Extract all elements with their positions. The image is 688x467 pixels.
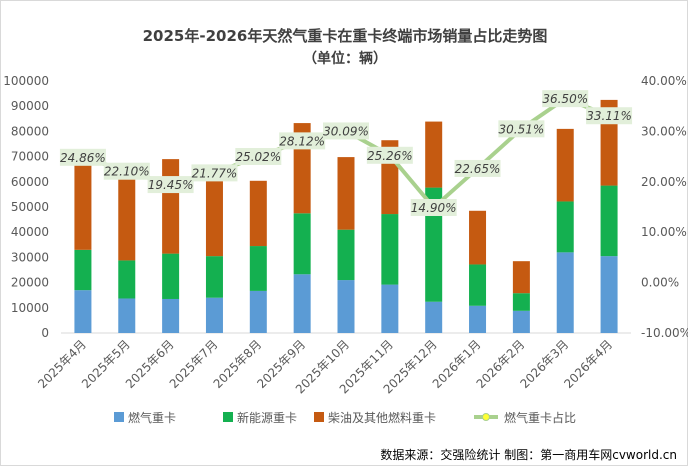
left-axis-tick-label: 70000 <box>11 150 49 164</box>
bar-segment-gas <box>556 252 574 333</box>
bar-segment-diesel <box>512 261 530 294</box>
left-axis-tick-label: 20000 <box>11 276 49 290</box>
left-axis-tick-label: 30000 <box>11 250 49 264</box>
legend: 燃气重卡 新能源重卡 柴油及其他燃料重卡 燃气重卡占比 <box>114 410 576 425</box>
share-data-label: 30.09% <box>323 124 369 138</box>
share-data-label: 24.86% <box>60 151 106 165</box>
bar-segment-new-energy <box>381 214 399 285</box>
share-data-label: 36.50% <box>542 92 588 106</box>
left-axis-tick-label: 90000 <box>11 99 49 113</box>
share-data-label-bg <box>586 107 633 125</box>
bar-segment-gas <box>249 290 267 333</box>
right-axis-tick-label: -10.00% <box>641 326 688 340</box>
stacked-bars <box>61 99 631 334</box>
bar-segment-diesel <box>469 210 487 265</box>
share-data-label-bg <box>279 132 326 150</box>
legend-new-energy-label: 新能源重卡 <box>237 410 297 425</box>
share-data-label: 33.11% <box>586 109 632 123</box>
left-y-axis: 0 10000 20000 30000 40000 50000 60000 70000 8000… <box>3 74 49 340</box>
source-note: 数据来源：交强险统计 制图：第一商用车网cvworld.cn <box>380 447 677 462</box>
left-axis-tick-label: 10000 <box>11 301 49 315</box>
share-data-label: 25.02% <box>235 150 281 164</box>
bar-segment-gas <box>469 305 487 333</box>
share-data-label-bg <box>59 148 106 166</box>
share-data-label: 30.51% <box>499 122 545 136</box>
bar-segment-diesel <box>556 128 574 202</box>
legend-diesel-swatch <box>314 412 324 422</box>
bar-segment-gas <box>381 284 399 333</box>
bar-segment-diesel <box>337 157 355 230</box>
left-axis-tick-label: 100000 <box>3 74 49 88</box>
share-data-label: 22.65% <box>455 162 501 176</box>
bar-segment-gas <box>425 301 443 333</box>
bar-segment-new-energy <box>469 264 487 306</box>
share-data-label: 25.26% <box>367 149 413 163</box>
left-axis-tick-label: 50000 <box>11 200 49 214</box>
right-axis-tick-label: 10.00% <box>641 225 687 239</box>
share-data-label-bg <box>147 176 194 194</box>
right-axis-tick-label: 0.00% <box>641 276 679 290</box>
share-data-label-bg <box>235 147 282 165</box>
share-data-label-bg <box>191 164 238 182</box>
legend-share-label: 燃气重卡占比 <box>504 410 576 425</box>
bar-segment-new-energy <box>118 260 136 299</box>
x-axis-labels: 2025年4月2025年5月2025年6月2025年7月2025年8月2025年… <box>35 337 615 396</box>
left-axis-tick-label: 80000 <box>11 124 49 138</box>
bar-segment-new-energy <box>600 185 618 257</box>
left-axis-tick-label: 0 <box>41 326 49 340</box>
bar-segment-new-energy <box>337 229 355 281</box>
share-data-label-bg <box>103 162 150 180</box>
bar-segment-diesel <box>74 159 92 250</box>
share-data-label-bg <box>410 199 457 217</box>
bar-segment-gas <box>118 298 136 333</box>
bar-segment-new-energy <box>425 187 443 302</box>
share-data-label: 14.90% <box>411 201 457 215</box>
legend-share-marker <box>482 413 490 421</box>
right-axis-tick-label: 30.00% <box>641 124 687 138</box>
bar-segment-diesel <box>205 170 223 257</box>
share-data-label-bg <box>323 122 369 140</box>
bar-segment-new-energy <box>162 253 180 299</box>
right-axis-tick-label: 20.00% <box>641 175 687 189</box>
bar-segment-new-energy <box>293 213 311 275</box>
share-data-label-bg <box>454 159 501 177</box>
bar-segment-diesel <box>249 180 267 247</box>
share-data-label-bg <box>542 90 589 108</box>
left-axis-tick-label: 60000 <box>11 175 49 189</box>
right-y-axis: -10.00% 0.00% 10.00% 20.00% 30.00% 40.00% <box>641 74 688 340</box>
bar-segment-new-energy <box>556 201 574 253</box>
bar-segment-gas <box>293 274 311 333</box>
bar-segment-new-energy <box>74 249 92 291</box>
share-line: 24.86%22.10%19.45%21.77% 25.02% 28.12%30.0… <box>59 90 633 217</box>
bar-segment-gas <box>600 256 618 333</box>
share-data-label: 28.12% <box>279 134 325 148</box>
bar-segment-diesel <box>118 173 136 261</box>
share-data-label-bg <box>498 120 545 138</box>
bar-segment-new-energy <box>205 256 223 298</box>
legend-gas-swatch <box>114 412 124 422</box>
bar-segment-gas <box>512 310 530 333</box>
bar-segment-diesel <box>162 159 180 254</box>
bar-segment-gas <box>74 290 92 333</box>
bar-segment-new-energy <box>512 293 530 311</box>
legend-diesel-label: 柴油及其他燃料重卡 <box>328 410 436 425</box>
chart-title: 2025年-2026年天然气重卡在重卡终端市场销量占比走势图 <box>143 27 548 45</box>
right-axis-tick-label: 40.00% <box>641 74 687 88</box>
chart-subtitle: （单位：辆） <box>303 50 387 67</box>
left-axis-tick-label: 40000 <box>11 225 49 239</box>
bar-segment-gas <box>205 297 223 333</box>
bar-segment-diesel <box>425 121 443 188</box>
share-data-label-bg <box>366 146 413 164</box>
share-data-label: 22.10% <box>104 165 150 179</box>
share-data-label: 21.77% <box>192 166 238 180</box>
bar-segment-gas <box>337 280 355 333</box>
bar-segment-gas <box>162 298 180 333</box>
bar-segment-new-energy <box>249 246 267 291</box>
share-data-label: 19.45% <box>148 178 194 192</box>
legend-gas-label: 燃气重卡 <box>128 410 176 425</box>
legend-new-energy-swatch <box>223 412 233 422</box>
